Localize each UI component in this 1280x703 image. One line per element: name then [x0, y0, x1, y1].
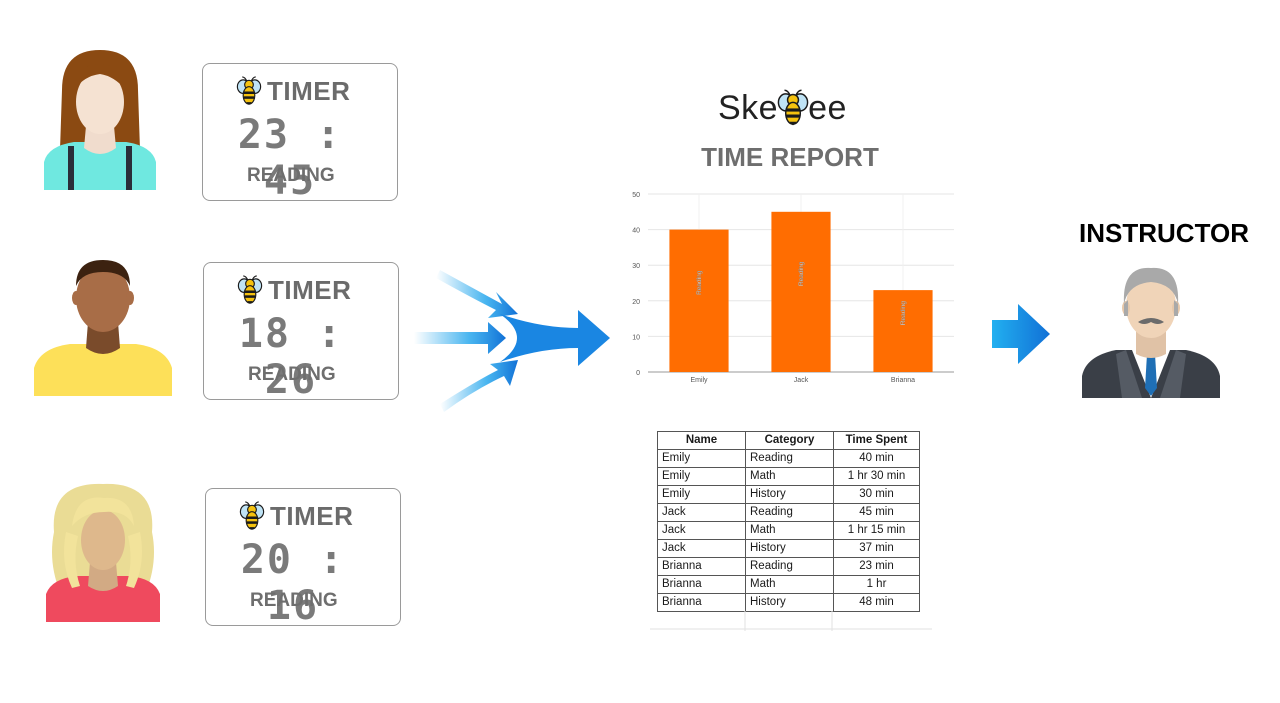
x-tick-label: Brianna: [891, 377, 915, 384]
table-cell: Brianna: [657, 575, 746, 594]
timer-card-3: TIMER 20 : 16 READING: [205, 488, 401, 629]
column-header: Time Spent: [833, 431, 920, 450]
table-cell: 23 min: [833, 557, 920, 576]
timer-card-1: TIMER 23 : 45 READING: [202, 63, 398, 204]
table-header-row: Name Category Time Spent: [657, 431, 920, 450]
table-cell: 30 min: [833, 485, 920, 504]
table-cell: Reading: [745, 557, 834, 576]
table-cell: 1 hr 30 min: [833, 467, 920, 486]
bar: [669, 229, 729, 372]
skedbee-logo: Ske ee: [718, 80, 847, 136]
table-cell: Math: [745, 575, 834, 594]
empty-table-row: [650, 611, 932, 631]
y-tick-label: 50: [632, 192, 640, 199]
x-tick-label: Emily: [690, 377, 708, 384]
bar-data-label: Reading: [798, 261, 805, 286]
table-cell: History: [745, 485, 834, 504]
table-cell: Brianna: [657, 593, 746, 612]
y-tick-label: 30: [632, 263, 640, 270]
time-report-table: Name Category Time Spent Emily Reading 40 …: [657, 431, 920, 612]
table-cell: 40 min: [833, 449, 920, 468]
table-cell: Emily: [657, 467, 746, 486]
table-cell: Reading: [745, 449, 834, 468]
table-row: Emily History 30 min: [657, 485, 920, 504]
timer-activity: READING: [247, 165, 335, 186]
student-avatar-brianna: [46, 483, 160, 622]
timer-card-2: TIMER 18 : 26 READING: [203, 262, 399, 403]
bee-icon: [236, 76, 262, 106]
y-tick-label: 0: [636, 370, 640, 377]
table-cell: Emily: [657, 449, 746, 468]
table-cell: Brianna: [657, 557, 746, 576]
merge-arrows-icon: [414, 270, 610, 412]
instructor-avatar: [1082, 267, 1220, 398]
table-cell: 1 hr: [833, 575, 920, 594]
column-header: Name: [657, 431, 746, 450]
table-row: Brianna History 48 min: [657, 593, 920, 612]
logo-text-end: ee: [808, 88, 847, 127]
timer-time: 20 : 16: [240, 537, 346, 629]
timer-activity: READING: [250, 590, 338, 611]
timer-time: 23 : 45: [237, 112, 343, 204]
x-tick-label: Jack: [794, 377, 809, 384]
table-row: Jack History 37 min: [657, 539, 920, 558]
table-cell: Math: [745, 467, 834, 486]
table-row: Emily Reading 40 min: [657, 449, 920, 468]
table-cell: 45 min: [833, 503, 920, 522]
bar-data-label: Reading: [900, 301, 907, 326]
table-cell: History: [745, 539, 834, 558]
y-tick-label: 20: [632, 299, 640, 306]
table-row: Emily Math 1 hr 30 min: [657, 467, 920, 486]
table-row: Brianna Math 1 hr: [657, 575, 920, 594]
table-cell: Jack: [657, 521, 746, 540]
bee-icon: [239, 501, 265, 531]
report-title: TIME REPORT: [701, 142, 879, 172]
timer-activity: READING: [248, 364, 336, 385]
logo-text-start: Ske: [718, 88, 779, 127]
student-avatar-jack: [34, 260, 172, 396]
table-cell: 37 min: [833, 539, 920, 558]
timer-title: TIMER: [268, 274, 352, 305]
table-cell: Reading: [745, 503, 834, 522]
timer-title: TIMER: [270, 500, 354, 531]
y-tick-label: 40: [632, 228, 640, 235]
table-cell: Jack: [657, 539, 746, 558]
bar-data-label: Reading: [696, 270, 703, 295]
student-avatar-emily: [44, 50, 156, 190]
table-cell: History: [745, 593, 834, 612]
table-cell: 48 min: [833, 593, 920, 612]
to-instructor-arrow-icon: [992, 304, 1050, 364]
column-header: Category: [745, 431, 834, 450]
y-tick-label: 10: [632, 334, 640, 341]
table-row: Jack Reading 45 min: [657, 503, 920, 522]
bee-icon: [237, 275, 263, 305]
table-row: Jack Math 1 hr 15 min: [657, 521, 920, 540]
table-cell: 1 hr 15 min: [833, 521, 920, 540]
bar: [771, 211, 831, 372]
timer-time: 18 : 26: [238, 311, 344, 403]
instructor-label: INSTRUCTOR: [1079, 218, 1249, 248]
table-cell: Math: [745, 521, 834, 540]
table-cell: Emily: [657, 485, 746, 504]
bar: [873, 290, 933, 372]
bee-icon: [777, 89, 809, 127]
timer-title: TIMER: [267, 75, 351, 106]
time-chart: 0 10 20 30 40 50 Reading Emily Reading Jack Readin…: [632, 192, 954, 384]
table-cell: Jack: [657, 503, 746, 522]
table-row: Brianna Reading 23 min: [657, 557, 920, 576]
